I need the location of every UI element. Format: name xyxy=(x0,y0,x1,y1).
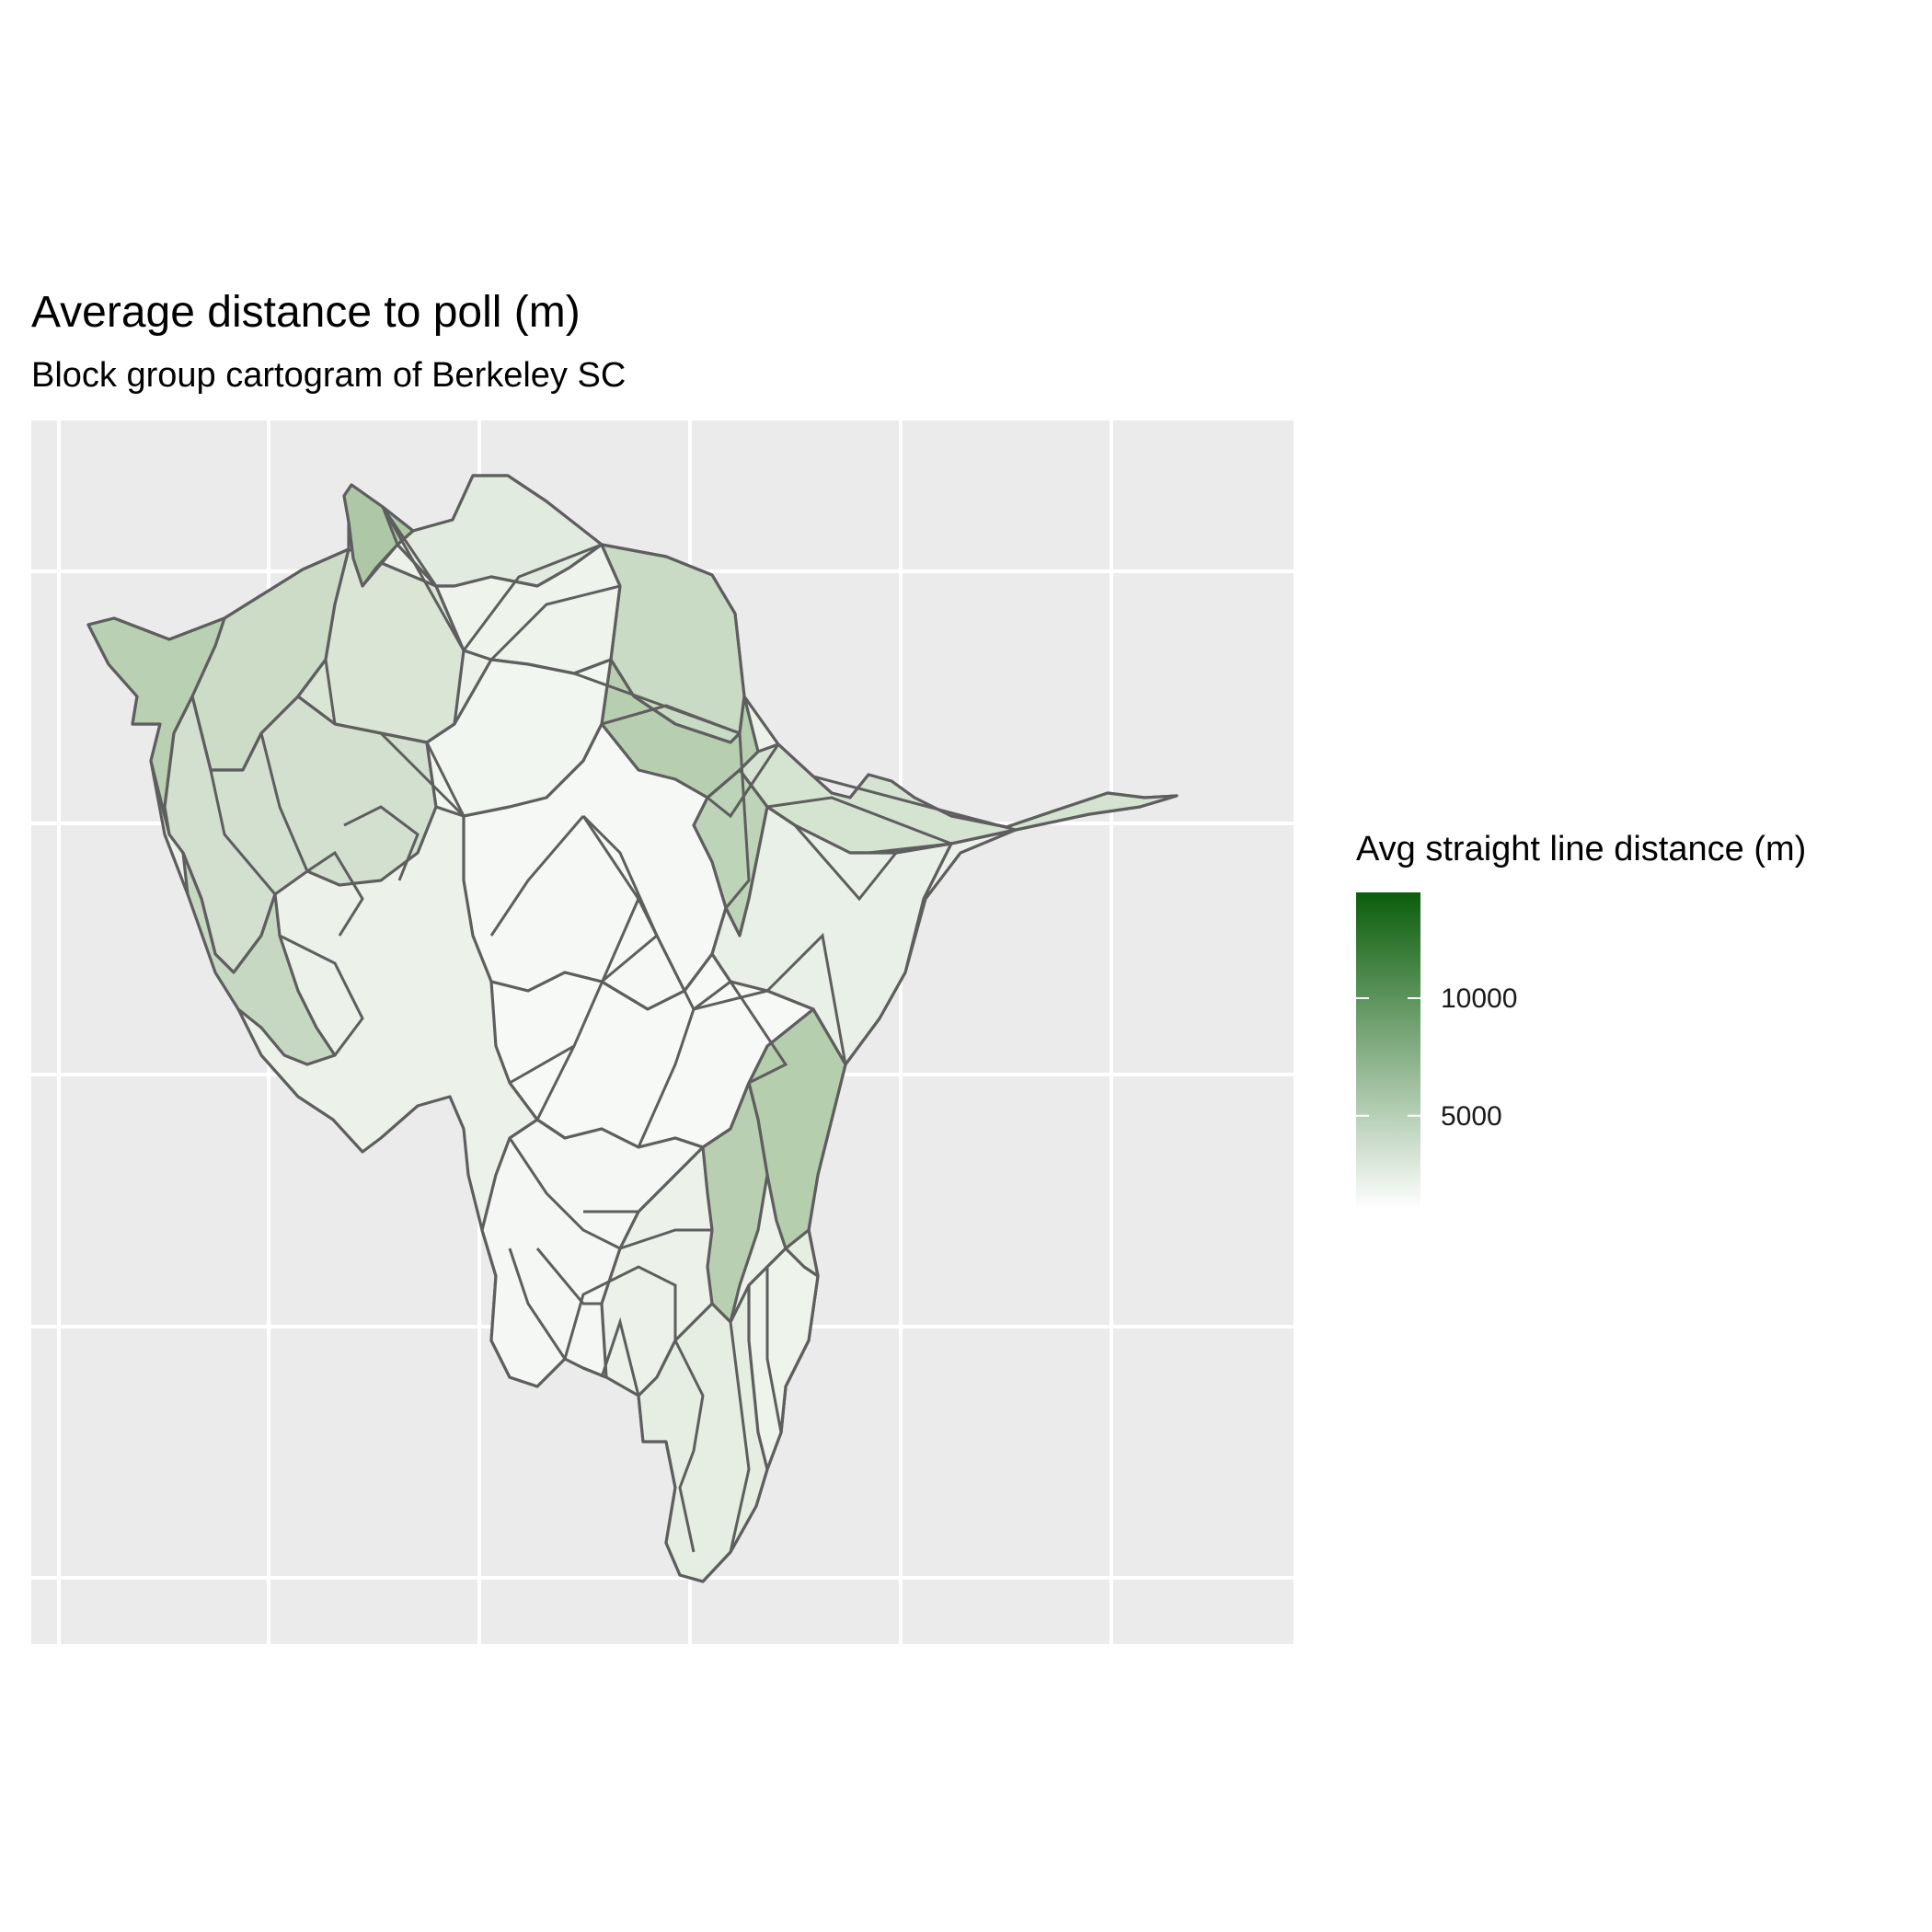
map-panel xyxy=(31,420,1294,1644)
legend-title: Avg straight line distance (m) xyxy=(1356,830,1807,868)
chart-title: Average distance to poll (m) xyxy=(31,288,581,337)
region-southwest-rim xyxy=(181,851,337,1066)
block-group-regions xyxy=(86,474,1179,1583)
chart-subtitle: Block group cartogram of Berkeley SC xyxy=(31,356,627,395)
legend-gradient-bar xyxy=(1356,892,1420,1210)
legend-tick-label: 5000 xyxy=(1441,1101,1502,1132)
legend-tick-label: 10000 xyxy=(1441,983,1517,1014)
legend-ticks: 10000 5000 xyxy=(1356,983,1517,1132)
legend-colorbar: 10000 5000 xyxy=(1356,892,1517,1210)
internal-boundaries xyxy=(209,506,1017,1553)
color-legend: Avg straight line distance (m) 10000 5000 xyxy=(1356,828,1908,1251)
cartogram-map xyxy=(31,420,1294,1644)
region-southwest xyxy=(163,695,438,974)
